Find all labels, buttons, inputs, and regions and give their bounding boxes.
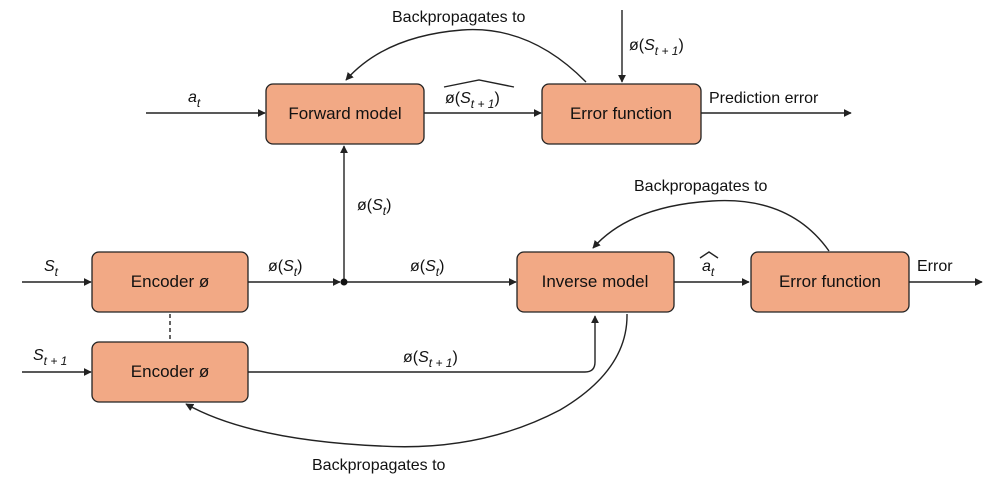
inverse-model-label: Inverse model [542, 272, 649, 291]
backprop-curve-bottom [185, 313, 628, 448]
label-phi-st1-bottom: ø(St + 1) [403, 349, 458, 370]
hat-mark-a [699, 251, 719, 259]
arrow-encoder2-to-inverse [248, 315, 599, 373]
error-function-top-label: Error function [570, 104, 672, 123]
encoder-2-box: Encoder ø [91, 341, 249, 403]
label-a-t: at [188, 89, 201, 110]
hat-mark-phi [443, 79, 515, 88]
prediction-error-label: Prediction error [709, 90, 819, 107]
encoder-2-label: Encoder ø [131, 362, 209, 381]
encoder-1-box: Encoder ø [91, 251, 249, 313]
backprop-curve-middle [592, 199, 830, 252]
junction-dot [340, 278, 348, 286]
label-s-t: St [44, 258, 59, 279]
label-phi-st-vertical: ø(St) [357, 197, 391, 218]
label-s-t1: St + 1 [33, 347, 67, 368]
backprop-label-top: Backpropagates to [392, 9, 526, 26]
label-hat-phi-st1: ø(St + 1) [445, 90, 500, 111]
forward-model-box: Forward model [265, 83, 425, 145]
label-phi-st1-top: ø(St + 1) [629, 37, 684, 58]
backprop-curve-top [345, 28, 587, 83]
forward-model-label: Forward model [288, 104, 401, 123]
label-phi-st-encoder: ø(St) [268, 258, 302, 279]
error-function-bottom-label: Error function [779, 272, 881, 291]
error-function-bottom-box: Error function [750, 251, 910, 313]
label-phi-st-inverse: ø(St) [410, 258, 444, 279]
error-label: Error [917, 258, 953, 275]
label-hat-a-t: at [702, 258, 715, 279]
error-function-top-box: Error function [541, 83, 702, 145]
encoder-1-label: Encoder ø [131, 272, 209, 291]
backprop-label-middle: Backpropagates to [634, 178, 768, 195]
inverse-model-box: Inverse model [516, 251, 675, 313]
backprop-label-bottom: Backpropagates to [312, 457, 446, 474]
